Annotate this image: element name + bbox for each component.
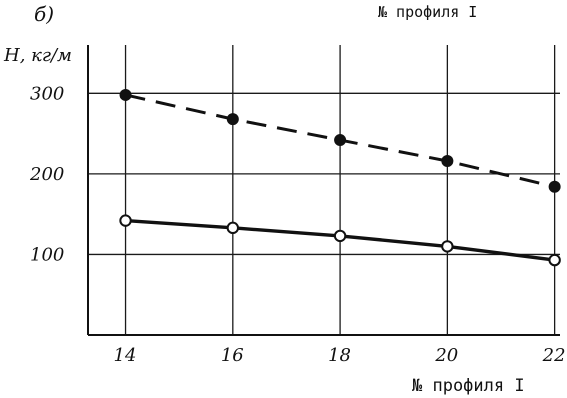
series-group <box>119 88 561 267</box>
series-2-point-18 <box>333 229 347 243</box>
y-tick-label-200: 200 <box>29 164 64 185</box>
series-2-point-14 <box>119 214 132 227</box>
series-2-point-22 <box>548 253 561 267</box>
series-2-point-20 <box>441 240 454 253</box>
series-1-point-18 <box>334 134 347 147</box>
header-fragment: № профиля I <box>378 3 477 21</box>
x-tick-label-14: 14 <box>114 345 137 366</box>
series-1-point-16 <box>226 113 239 126</box>
series-1-point-20 <box>441 155 454 167</box>
x-axis-label: № профиля I <box>412 376 525 396</box>
y-axis-label: H, кг/м <box>3 45 72 66</box>
grid <box>88 45 560 335</box>
x-tick-label-20: 20 <box>434 345 458 366</box>
panel-label: б) <box>34 2 54 26</box>
series-1-point-14 <box>119 88 132 101</box>
x-tick-label-18: 18 <box>328 345 351 366</box>
series-1-point-22 <box>548 180 561 193</box>
tick-labels: 14 16 18 20 22 100 200 300 <box>29 83 566 366</box>
x-tick-label-16: 16 <box>221 345 244 366</box>
x-tick-label-22: 22 <box>542 345 566 366</box>
axes <box>87 45 560 336</box>
series-2-point-16 <box>226 221 240 235</box>
y-tick-label-100: 100 <box>30 244 64 265</box>
y-tick-label-300: 300 <box>30 83 64 104</box>
